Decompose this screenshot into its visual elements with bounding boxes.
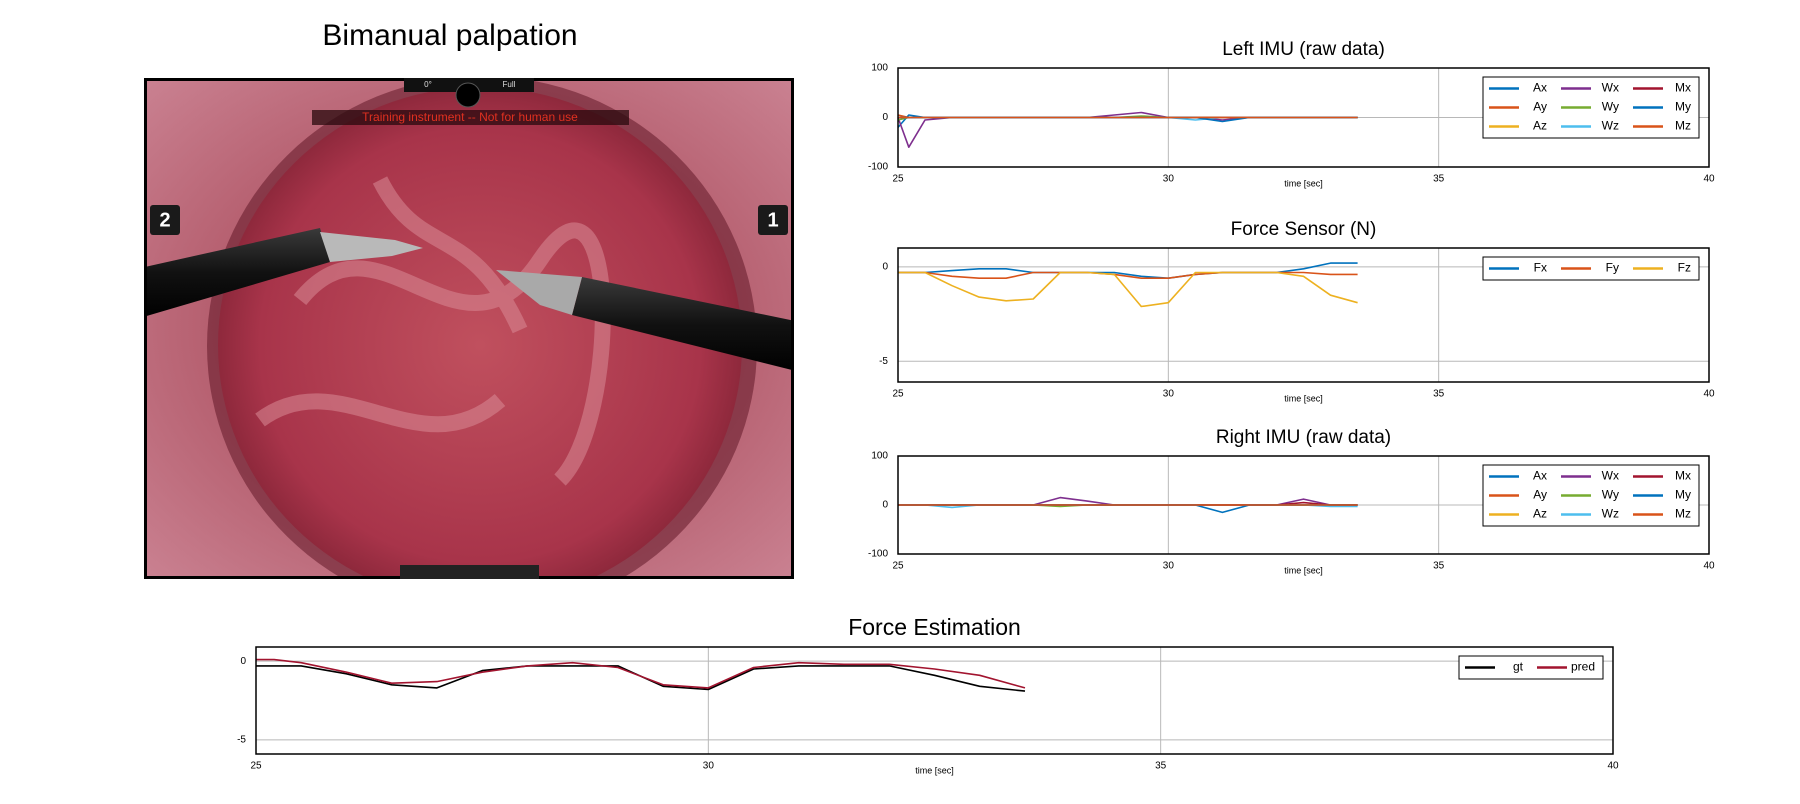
y-tick-label: 0	[882, 112, 888, 123]
x-tick-label: 35	[1433, 174, 1445, 185]
arm-badge	[150, 205, 180, 235]
legend-label: Ax	[1533, 469, 1547, 483]
warning-banner	[312, 110, 629, 125]
x-tick-label: 40	[1703, 174, 1715, 185]
video-view: 0° Full Training instrument -- Not for h…	[144, 78, 794, 579]
y-tick-label: 100	[871, 63, 888, 74]
right-instrument	[572, 277, 791, 370]
angle-label: 0°	[424, 80, 432, 89]
legend-label: Wx	[1602, 81, 1619, 95]
legend-label: Wy	[1602, 100, 1619, 114]
chart-title: Right IMU (raw data)	[1216, 427, 1391, 448]
legend-label: Mz	[1675, 119, 1691, 133]
x-axis-label: time [sec]	[1284, 178, 1323, 188]
left-arm-label: 2	[159, 209, 170, 231]
y-tick-label: -100	[868, 549, 888, 560]
right-tool-tip	[496, 270, 582, 315]
left-instrument	[147, 228, 330, 316]
x-tick-label: 30	[1163, 561, 1175, 572]
series-line	[256, 658, 1026, 689]
tissue	[218, 87, 742, 576]
video-title: Bimanual palpation	[322, 19, 577, 52]
plot-border	[897, 67, 1710, 168]
vessels	[255, 176, 611, 486]
arm-badge	[758, 205, 788, 235]
legend-label: Wx	[1602, 469, 1619, 483]
chart: Right IMU (raw data) 25 30 35 40 -100 0 100 time…	[868, 427, 1715, 575]
x-axis-label: time [sec]	[1284, 565, 1323, 575]
zoom-label: Full	[503, 80, 516, 89]
right-arm-label: 1	[767, 209, 778, 231]
legend-label: Ay	[1533, 100, 1547, 114]
legend-label: Mz	[1675, 507, 1691, 521]
series-line	[898, 271, 1358, 308]
legend-label: Az	[1533, 507, 1547, 521]
legend-label: Ax	[1533, 81, 1547, 95]
x-tick-label: 30	[703, 761, 715, 772]
y-tick-label: 100	[871, 451, 888, 462]
x-tick-label: 40	[1703, 389, 1715, 400]
legend-label: Mx	[1675, 81, 1691, 95]
left-tool-tip	[320, 232, 423, 262]
legend-box	[1458, 655, 1604, 680]
chart: Force Sensor (N) 25 30 35 40 -5 0 time [sec] Fx F…	[879, 219, 1715, 403]
series-line	[256, 665, 1026, 692]
legend-label: My	[1675, 100, 1691, 114]
legend-label: Wz	[1602, 507, 1619, 521]
bottom-bar	[400, 565, 539, 579]
chart: Force Estimation 25 30 35 40 -5 0 time [sec] gt p…	[237, 614, 1619, 775]
plot-border	[897, 247, 1710, 383]
x-tick-label: 35	[1433, 561, 1445, 572]
legend-label: Wy	[1602, 488, 1619, 502]
plot-area	[256, 647, 1613, 754]
chart: Left IMU (raw data) 25 30 35 40 -100 0 100 time …	[868, 39, 1715, 188]
legend-label: My	[1675, 488, 1691, 502]
legend-label: pred	[1571, 660, 1595, 674]
x-tick-label: 25	[892, 561, 904, 572]
x-tick-label: 40	[1607, 761, 1619, 772]
camera-icon	[455, 82, 481, 108]
legend-label: Mx	[1675, 469, 1691, 483]
warning-text: Training instrument -- Not for human use	[362, 110, 578, 124]
x-tick-label: 35	[1155, 761, 1167, 772]
legend-label: gt	[1513, 660, 1524, 674]
y-tick-label: 0	[882, 262, 888, 273]
x-tick-label: 25	[892, 174, 904, 185]
x-tick-label: 25	[892, 389, 904, 400]
chart-title: Force Estimation	[848, 614, 1021, 640]
x-tick-label: 30	[1163, 174, 1175, 185]
x-tick-label: 30	[1163, 389, 1175, 400]
legend-label: Fz	[1678, 261, 1691, 275]
x-axis-label: time [sec]	[1284, 393, 1323, 403]
y-tick-label: -100	[868, 162, 888, 173]
y-tick-label: -5	[879, 356, 888, 367]
chart-title: Left IMU (raw data)	[1222, 39, 1385, 60]
legend-label: Ay	[1533, 488, 1547, 502]
legend-label: Fx	[1534, 261, 1547, 275]
x-axis-label: time [sec]	[915, 765, 954, 775]
y-tick-label: 0	[882, 500, 888, 511]
legend-label: Az	[1533, 119, 1547, 133]
legend-label: Fy	[1606, 261, 1619, 275]
x-tick-label: 25	[250, 761, 262, 772]
y-tick-label: -5	[237, 734, 246, 745]
x-tick-label: 40	[1703, 561, 1715, 572]
plot-border	[897, 455, 1710, 555]
chart-title: Force Sensor (N)	[1231, 219, 1377, 240]
y-tick-label: 0	[240, 656, 246, 667]
legend-label: Wz	[1602, 119, 1619, 133]
plot-border	[255, 646, 1614, 755]
x-tick-label: 35	[1433, 389, 1445, 400]
